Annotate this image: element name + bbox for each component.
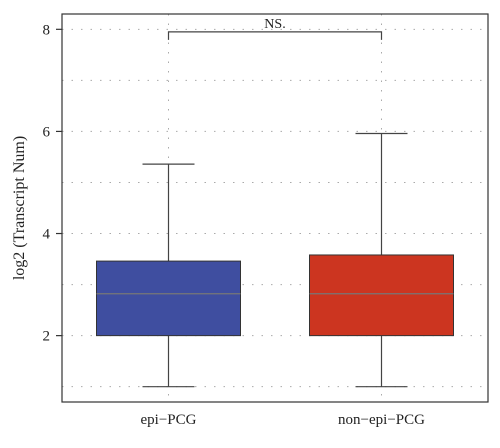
y-tick-label: 2 [43, 329, 51, 345]
box-iqr [96, 260, 241, 337]
significance-label: NS. [264, 17, 285, 32]
box-group: epi−PCG [96, 163, 241, 428]
x-category-label: epi−PCG [141, 412, 197, 428]
box-iqr [309, 254, 454, 337]
y-axis-ticks: 2 4 6 8 [43, 22, 62, 345]
y-axis-title: log2 (Transcript Num) [11, 136, 28, 280]
grid-lines [62, 14, 488, 402]
significance-annotation: NS. [167, 17, 383, 40]
y-tick-label: 6 [43, 124, 51, 140]
y-tick-label: 4 [43, 227, 51, 243]
plot-frame [61, 13, 489, 403]
significance-bracket [167, 31, 383, 40]
y-tick-label: 8 [43, 22, 51, 38]
x-category-label: non−epi−PCG [338, 412, 425, 428]
box-group: non−epi−PCG [309, 132, 454, 428]
boxes: epi−PCG non−epi−PCG [96, 132, 454, 428]
